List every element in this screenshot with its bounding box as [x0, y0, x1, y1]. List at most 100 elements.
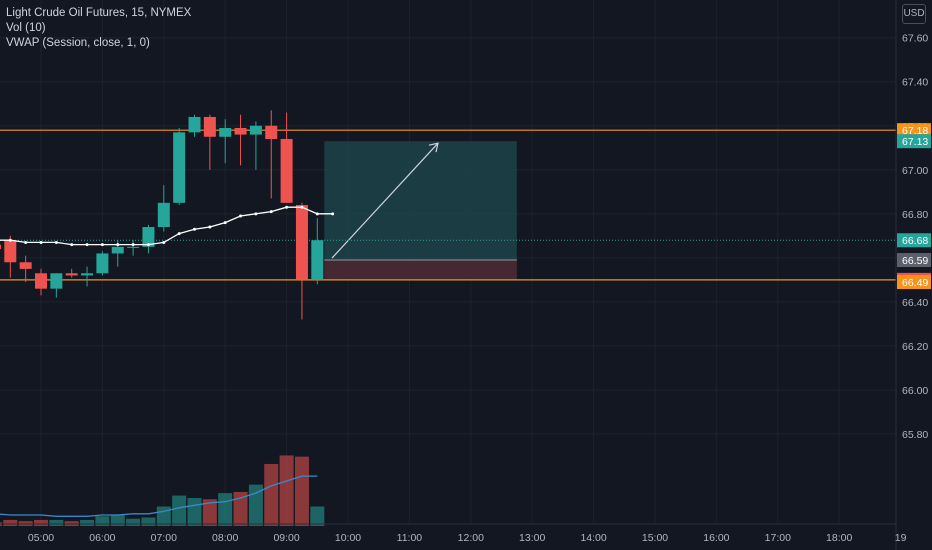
- price-label: 66.59: [902, 255, 928, 267]
- candle-body[interactable]: [157, 202, 170, 228]
- price-label-badge: [897, 233, 931, 248]
- y-tick-label: 67.60: [902, 33, 928, 45]
- price-label: 67.18: [902, 125, 928, 137]
- volume-ma-line: [0, 475, 318, 517]
- vwap-point: [269, 210, 273, 214]
- vwap-point: [100, 243, 104, 247]
- vwap-point: [254, 212, 258, 216]
- y-tick-label: 66.80: [902, 209, 928, 221]
- candle-body[interactable]: [35, 273, 47, 289]
- price-label-badge: [897, 134, 931, 149]
- volume-bar: [156, 506, 171, 526]
- vwap-point: [146, 243, 150, 247]
- price-label-badge: [897, 275, 931, 290]
- volume-bar: [49, 519, 64, 526]
- x-tick-label: 13:00: [519, 532, 545, 544]
- candle-body[interactable]: [280, 138, 293, 203]
- price-label: 66.68: [902, 235, 928, 247]
- currency-badge[interactable]: USD: [902, 4, 926, 24]
- x-tick-label: 12:00: [458, 532, 484, 544]
- vwap-point: [315, 212, 319, 216]
- candle-body[interactable]: [188, 116, 201, 133]
- x-tick-label: 18:00: [826, 532, 852, 544]
- volume-bar: [310, 506, 325, 526]
- vwap-point: [116, 243, 120, 247]
- vwap-point: [239, 214, 243, 218]
- target-zone[interactable]: [324, 141, 517, 261]
- vwap-point: [162, 240, 166, 244]
- volume-bar: [264, 463, 279, 526]
- x-tick-label: 10:00: [335, 532, 361, 544]
- vwap-indicator-label[interactable]: VWAP (Session, close, 1, 0): [6, 37, 150, 49]
- candle-body[interactable]: [127, 246, 140, 248]
- volume-bar: [279, 455, 294, 526]
- y-tick-label: 66.00: [902, 385, 928, 397]
- candle-body[interactable]: [81, 273, 94, 276]
- x-tick-label: 17:00: [765, 532, 791, 544]
- volume-bar: [34, 519, 48, 526]
- volume-bar: [248, 484, 263, 526]
- trend-arrow[interactable]: [331, 142, 439, 259]
- volume-bar: [218, 493, 233, 526]
- volume-bar: [95, 516, 110, 526]
- volume-bar: [187, 498, 202, 526]
- volume-bar: [202, 499, 217, 526]
- y-tick-label: 67.40: [902, 77, 928, 89]
- vwap-point: [300, 205, 304, 209]
- price-label: 66.49: [902, 277, 928, 289]
- volume-bar: [172, 495, 187, 526]
- volume-indicator-label[interactable]: Vol (10): [6, 22, 46, 34]
- vwap-point: [285, 205, 289, 209]
- x-tick-label: 05:00: [28, 532, 54, 544]
- price-label-badge: [897, 253, 931, 268]
- candle-body[interactable]: [111, 246, 124, 254]
- vwap-point: [131, 243, 135, 247]
- candle-body[interactable]: [0, 244, 1, 250]
- x-tick-label: 14:00: [580, 532, 606, 544]
- candle-body[interactable]: [249, 125, 262, 135]
- vwap-point: [24, 240, 28, 244]
- vwap-point: [193, 227, 196, 231]
- vwap-point: [54, 240, 58, 244]
- x-tick-label: 19: [895, 532, 907, 544]
- candle-body[interactable]: [19, 262, 32, 269]
- x-tick-label: 15:00: [642, 532, 668, 544]
- x-tick-label: 11:00: [397, 532, 423, 544]
- y-tick-label: 67.00: [902, 165, 928, 177]
- candle-body[interactable]: [203, 116, 216, 137]
- volume-bar: [141, 517, 156, 526]
- candle-body[interactable]: [173, 132, 186, 203]
- arrow-head-icon: [428, 142, 439, 153]
- x-tick-label: 16:00: [703, 532, 729, 544]
- candle-body[interactable]: [4, 240, 17, 263]
- vwap-point: [70, 243, 74, 247]
- x-tick-label: 09:00: [273, 532, 299, 544]
- vwap-point: [85, 243, 89, 247]
- candle-body[interactable]: [234, 127, 247, 135]
- y-tick-label: 65.80: [902, 429, 928, 441]
- symbol-title[interactable]: Light Crude Oil Futures, 15, NYMEX: [6, 7, 192, 19]
- vwap-point: [177, 232, 181, 236]
- candle-body[interactable]: [65, 273, 78, 276]
- y-tick-label: 66.20: [902, 341, 928, 353]
- stop-zone[interactable]: [324, 260, 517, 280]
- candle-body[interactable]: [142, 227, 155, 247]
- vwap-point: [39, 240, 43, 244]
- candle-body[interactable]: [96, 253, 109, 274]
- vwap-point: [331, 212, 335, 216]
- candle-body[interactable]: [265, 125, 278, 139]
- candle-body[interactable]: [219, 127, 232, 137]
- volume-bar: [126, 518, 141, 526]
- price-label-badge: [897, 123, 931, 138]
- vwap-point: [8, 238, 12, 242]
- vwap-point: [223, 221, 227, 225]
- vwap-point: [208, 225, 212, 229]
- volume-bar: [80, 519, 95, 526]
- chart-legend: Light Crude Oil Futures, 15, NYMEX Vol (…: [6, 6, 191, 51]
- candle-body[interactable]: [295, 205, 308, 280]
- candle-body[interactable]: [311, 240, 324, 280]
- x-tick-label: 08:00: [212, 532, 238, 544]
- candle-body[interactable]: [50, 273, 63, 289]
